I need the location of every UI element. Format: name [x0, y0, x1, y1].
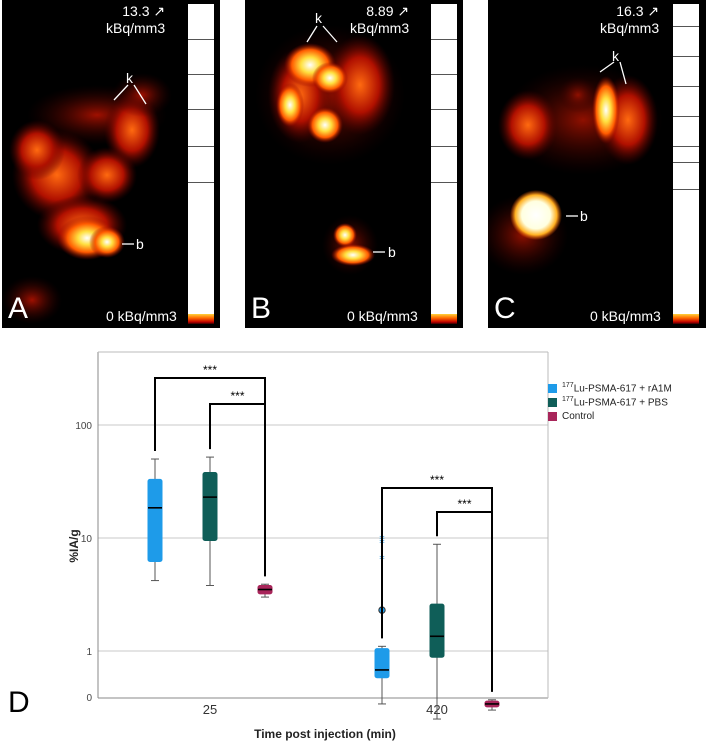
color-scale-bar: [187, 3, 215, 325]
scale-min-label: 0 kBq/mm3: [590, 308, 661, 324]
significance-label: ***: [430, 473, 444, 487]
scale-min-label: 0 kBq/mm3: [106, 308, 177, 324]
legend-item-control: Control: [548, 409, 672, 423]
legend-swatch: [548, 383, 557, 393]
y-tick-label: 10: [81, 534, 93, 545]
spect-image-a: [2, 73, 172, 324]
box: [202, 471, 218, 542]
panel-letter: D: [8, 686, 30, 719]
panel-letter: C: [494, 292, 516, 325]
scale-max-value: 8.89: [366, 3, 394, 19]
kidney-label: k: [612, 48, 619, 64]
scale-max-unit: kBq/mm3: [106, 20, 166, 36]
legend-label: 177Lu-PSMA-617 + rA1M: [562, 381, 672, 395]
y-tick-label: 1: [86, 647, 92, 658]
bladder-label: b: [388, 244, 396, 260]
scale-max-label: 13.3 ↗ kBq/mm3: [106, 3, 166, 36]
scale-max-value: 13.3: [122, 3, 150, 19]
kidney-label: k: [126, 70, 133, 86]
y-axis-title: %IA/g: [67, 529, 81, 562]
legend-swatch: [548, 411, 557, 421]
box: [429, 603, 445, 658]
spect-image-b: [255, 25, 405, 275]
legend-label: Control: [562, 410, 595, 422]
scale-max-value: 16.3: [616, 3, 644, 19]
scale-max-unit: kBq/mm3: [350, 20, 410, 36]
box: [374, 648, 390, 679]
y-tick-label: 0: [86, 693, 92, 704]
significance-label: ***: [230, 389, 244, 403]
legend-swatch: [548, 397, 557, 407]
legend-label: 177Lu-PSMA-617 + PBS: [562, 395, 668, 409]
kidney-label: k: [315, 10, 322, 26]
legend-item-pbs: 177Lu-PSMA-617 + PBS: [548, 395, 672, 409]
color-scale-bar: [430, 3, 458, 325]
panel-a: k b 13.3 ↗ kBq/mm3 0 kBq/mm3 A: [2, 0, 220, 328]
x-tick-label: 25: [203, 702, 217, 717]
spect-image-c: [488, 61, 663, 275]
scale-max-label: 16.3 ↗ kBq/mm3: [600, 3, 660, 36]
panel-c: k b 16.3 ↗ kBq/mm3 0 kBq/mm3 C: [488, 0, 706, 328]
scale-min-label: 0 kBq/mm3: [347, 308, 418, 324]
panel-letter: B: [251, 292, 272, 325]
bladder-label: b: [136, 236, 144, 252]
color-scale-bar: [672, 3, 700, 325]
significance-label: ***: [457, 497, 471, 511]
panel-b: k b 8.89 ↗ kBq/mm3 0 kBq/mm3 B: [245, 0, 463, 328]
scale-max-unit: kBq/mm3: [600, 20, 660, 36]
legend: 177Lu-PSMA-617 + rA1M 177Lu-PSMA-617 + P…: [548, 381, 672, 423]
significance-label: ***: [203, 363, 217, 377]
significance-bracket: [436, 511, 493, 692]
panel-letter: A: [8, 292, 29, 325]
bladder-label: b: [580, 208, 588, 224]
x-axis-title: Time post injection (min): [254, 727, 396, 741]
box: [147, 478, 163, 562]
significance-bracket: [209, 403, 266, 577]
legend-item-ra1m: 177Lu-PSMA-617 + rA1M: [548, 381, 672, 395]
scale-max-label: 8.89 ↗ kBq/mm3: [350, 3, 410, 36]
y-tick-label: 100: [75, 421, 92, 432]
